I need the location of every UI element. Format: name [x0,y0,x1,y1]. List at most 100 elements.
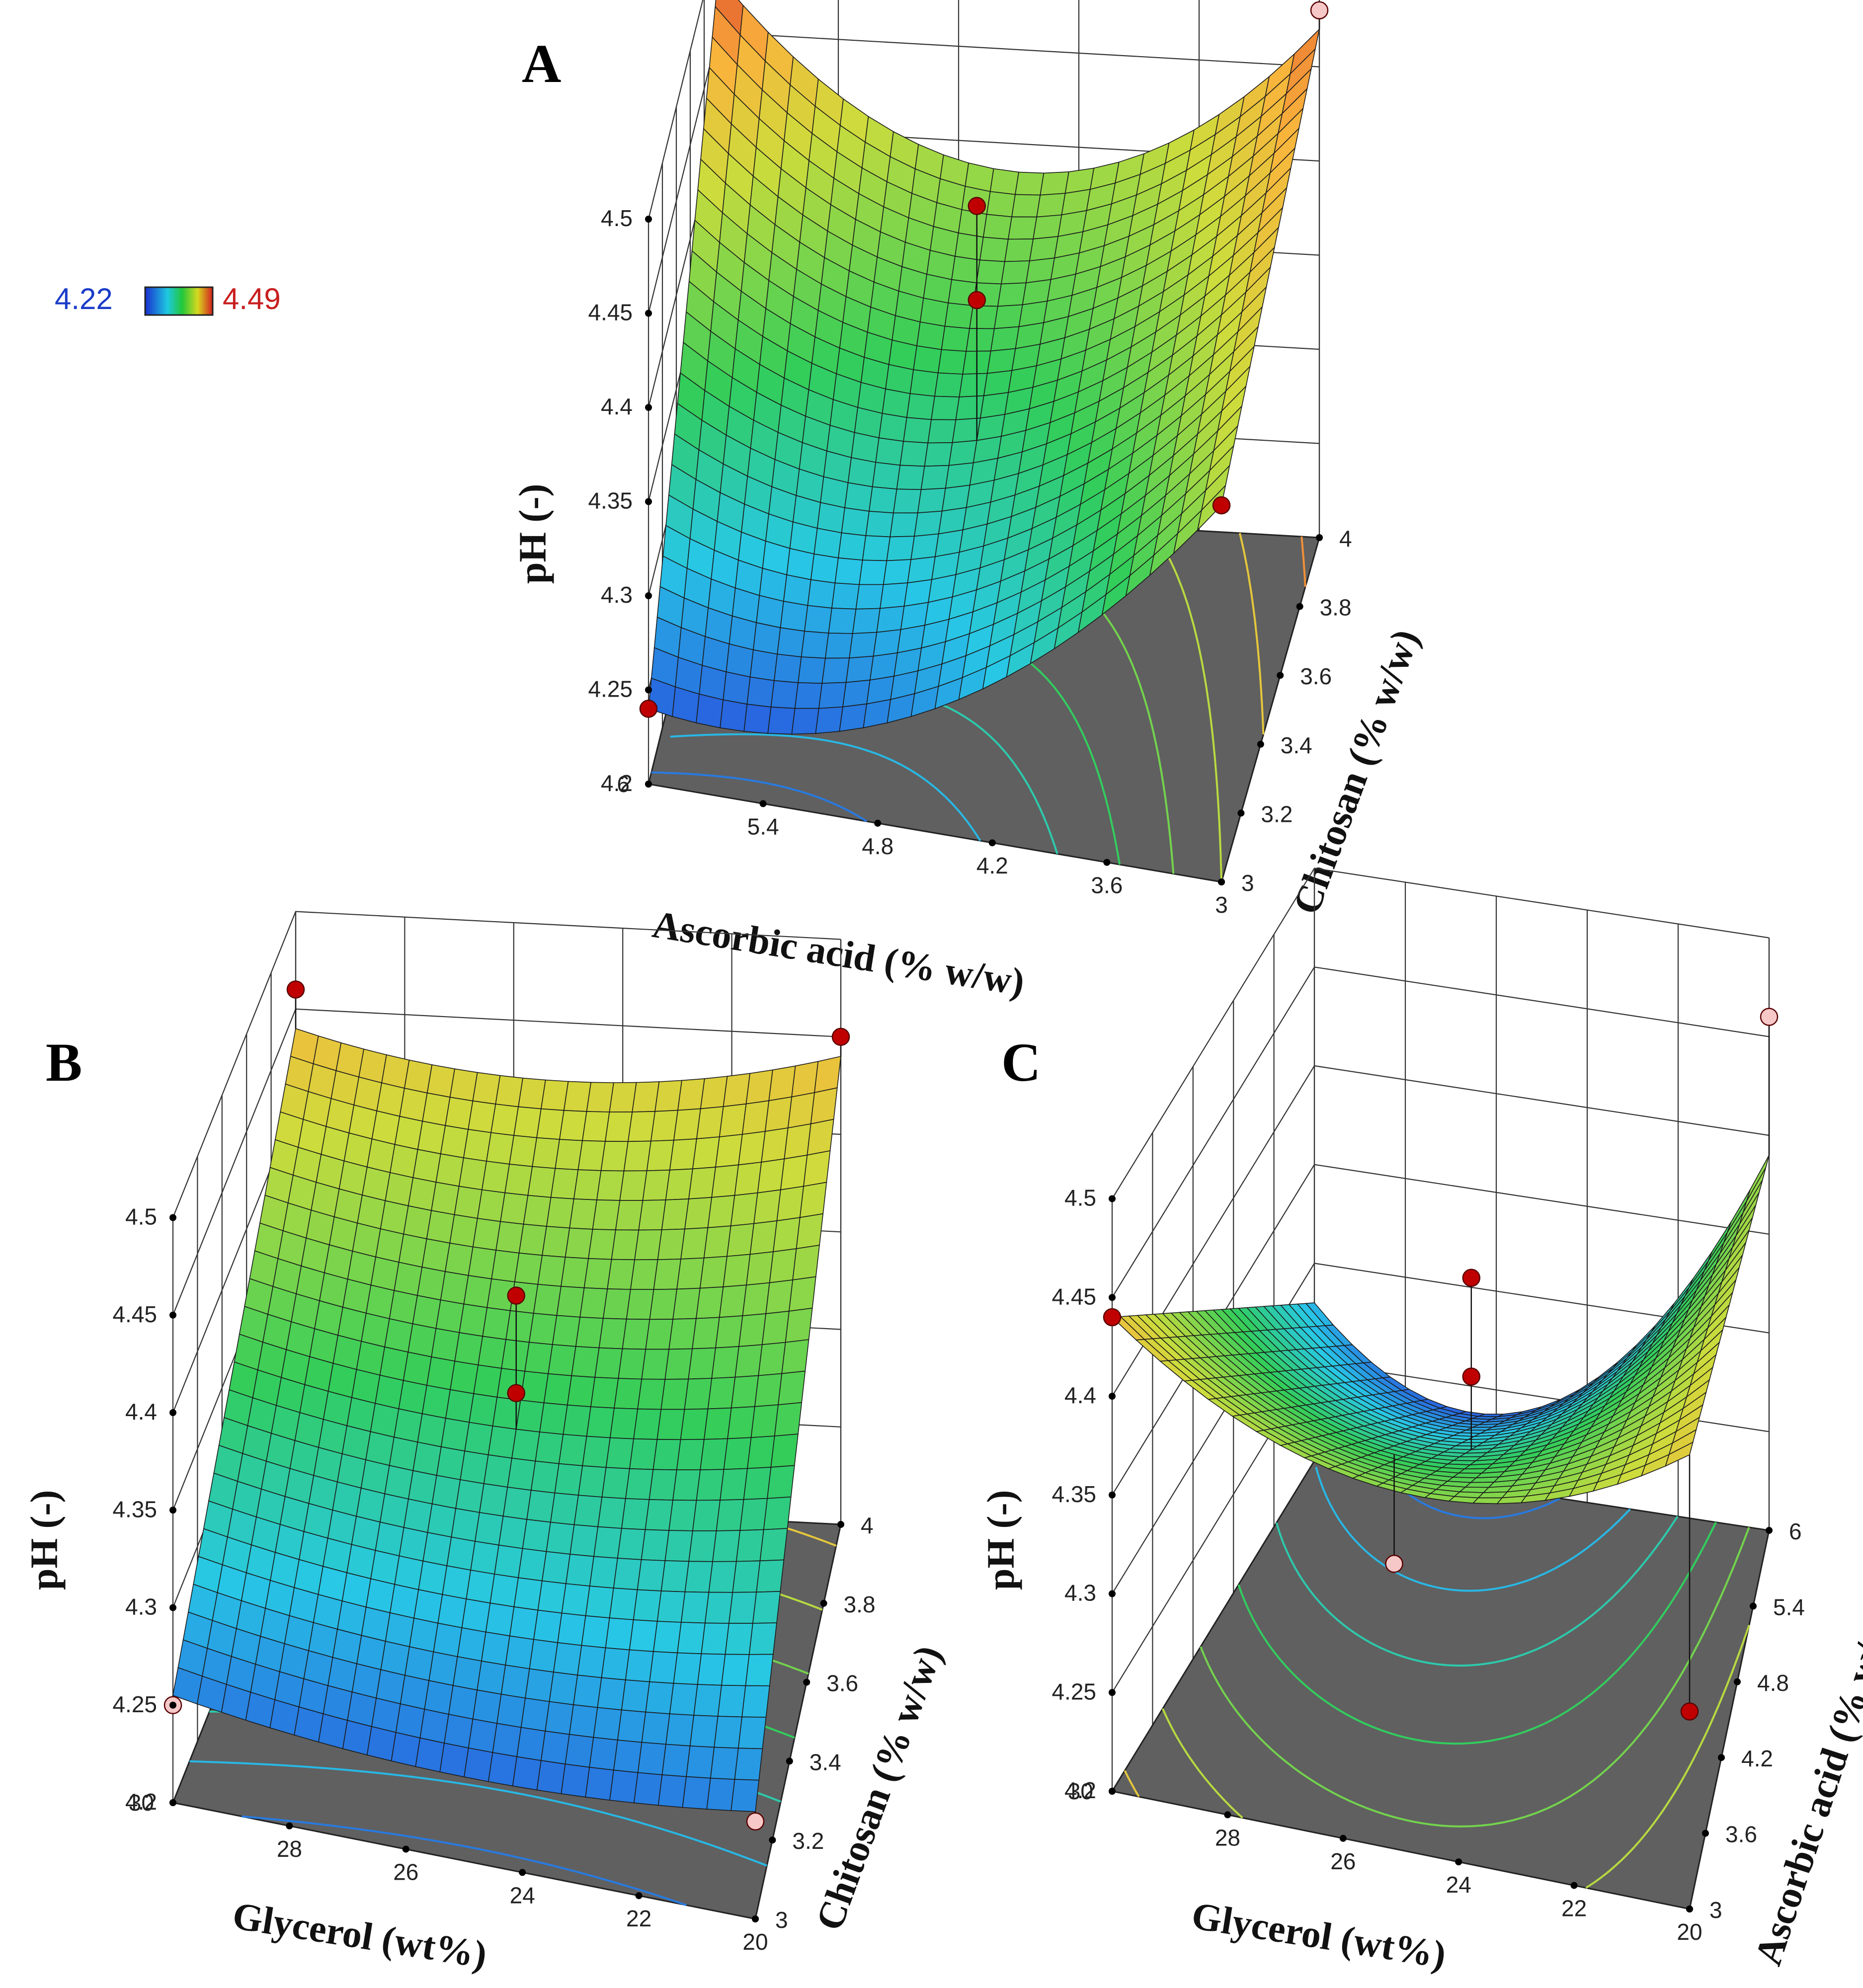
surface-patch [761,1310,790,1346]
z-tick-label: 4.5 [601,205,633,231]
surface-patch [550,1492,579,1525]
surface-patch [633,1589,662,1622]
surface-patch [481,1631,510,1666]
surface-patch [767,1465,795,1499]
surface-patch [645,1319,674,1350]
surface-patch [513,1106,542,1138]
surface-patch [688,1347,716,1380]
surface-patch [966,328,995,352]
y-tick-label: 4.2 [1741,1746,1773,1771]
contour-line [1315,1467,1631,1592]
surface-patch [439,1743,469,1778]
x-axis-title-b: Glycerol (wt%) [230,1894,489,1977]
surface-patch [550,1168,579,1199]
z-tick-mark [645,592,652,599]
surface-patch [621,1498,650,1530]
surface-patch [495,1221,524,1254]
z-axis-title-c: pH (-) [979,1490,1022,1590]
surface-patch [626,1289,654,1320]
z-tick-label: 4.5 [125,1204,157,1230]
surface-patch [613,1558,642,1590]
y-axis-title-c: Ascorbic acid (% w/w) [1746,1599,1863,1970]
surface-patch [1015,171,1045,196]
surface-patch [865,511,894,538]
surface-patch [400,1674,430,1710]
contour-line [1161,1624,1750,1889]
surface-patch [558,1433,587,1466]
z-axis-title-a: pH (-) [511,484,554,584]
surface-patch [646,1139,674,1172]
surface-patch [747,1435,775,1469]
surface-patch [781,1339,810,1374]
y-tick-label: 4 [861,1512,874,1538]
surface-patch [502,1487,532,1520]
z-axis-title-b: pH (-) [22,1490,66,1590]
z-tick-mark [169,1214,176,1221]
surface-patch [668,1500,697,1531]
z-tick-label: 4.2 [1064,1777,1096,1803]
surface-patch [548,1344,576,1376]
surface-patch [750,1404,779,1438]
surface-patch [732,1560,761,1593]
surface-patch [711,1346,739,1379]
surface-patch [869,486,897,514]
surface-patch [483,1454,512,1488]
x-tick-mark [645,781,652,788]
surface-patch [783,574,811,606]
surface-patch [734,1344,763,1378]
surface-patch [617,1528,646,1560]
x-tick-mark [1455,1858,1462,1866]
surface-patch [712,1530,741,1562]
z-tick-mark [1109,1491,1116,1499]
surface-patch [786,548,815,580]
y-tick-mark [1718,1754,1725,1761]
z-tick-mark [645,686,652,694]
surface-patch [767,707,796,735]
surface-patch [500,1665,530,1699]
surface-patch [982,214,1012,240]
surface-patch [845,655,874,683]
surface-patch [993,304,1023,329]
design-points-b [163,980,850,1830]
x-tick-label: 30 [1068,1778,1093,1804]
surface-patch [581,1615,610,1649]
surface-patch [692,1317,720,1350]
surface-patch [680,1227,709,1260]
surface-patch [586,1406,615,1438]
surface-patch [657,1228,685,1260]
x-tick-label: 4.2 [976,853,1008,878]
surface-patch [633,1772,663,1806]
surface-patch [614,1378,643,1410]
surface-patch [487,1752,518,1787]
surface-patch [540,1730,570,1765]
surface-patch [778,1370,806,1406]
surface-patch [536,1760,566,1794]
surface-patch [813,528,842,558]
surface-patch [673,1652,702,1685]
x-tick-mark [519,1869,526,1876]
surface-patch [561,1257,589,1288]
y-tick-mark [1766,1527,1773,1534]
surface-patch [585,1766,614,1801]
surface-patch [571,1346,600,1378]
surface-patch [1004,239,1034,262]
surface-patch [880,582,908,609]
surface-patch [535,1431,564,1464]
surface-patch [727,1406,755,1439]
surface-patch [533,1283,562,1316]
design-point [1385,1554,1403,1573]
surface-patch [487,1426,517,1459]
design-point [639,700,658,718]
surface-patch [903,417,932,444]
grid-line-z [1112,868,1770,1199]
surface-patch [742,1282,770,1316]
surface-patch [511,1429,540,1462]
surface-plot-b: B 4.2 4.25 4.3 4.35 4.4 4.45 4.5 30 28 26 24 22 20 3 3… [22,911,950,1977]
surface-patch [723,1254,751,1287]
surface-patch [590,1377,619,1409]
surface-patch [738,1313,767,1347]
x-tick-mark [1224,1811,1231,1819]
surface-patch [1033,214,1062,239]
surface-patch [890,512,918,538]
design-point [1680,1702,1699,1721]
